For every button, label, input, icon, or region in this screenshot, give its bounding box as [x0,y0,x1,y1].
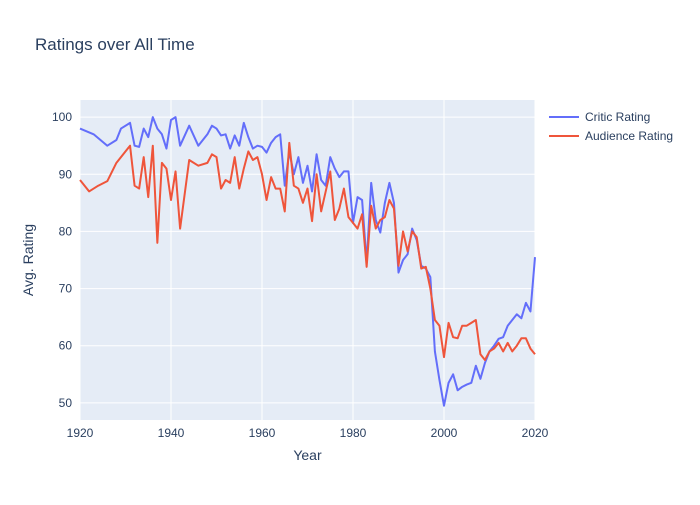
legend-label: Critic Rating [585,110,650,124]
audience-rating-line [79,141,536,361]
x-tick-label: 1960 [249,426,276,440]
legend[interactable]: Critic Rating Audience Rating [549,110,673,143]
x-tick-label: 2000 [431,426,458,440]
y-tick-label: 50 [59,396,73,410]
y-axis-ticks: 50 60 70 80 90 100 [52,110,72,410]
x-tick-label: 1920 [67,426,94,440]
legend-item-audience-rating[interactable]: Audience Rating [549,129,673,143]
grid-lines [79,100,536,420]
y-tick-label: 70 [59,282,73,296]
y-tick-label: 80 [59,224,73,238]
x-axis-ticks: 1920 1940 1960 1980 2000 2020 [67,426,549,440]
x-tick-label: 1940 [158,426,185,440]
y-tick-label: 60 [59,339,73,353]
legend-item-critic-rating[interactable]: Critic Rating [549,110,650,124]
y-axis-title: Avg. Rating [20,224,36,296]
series-lines [79,116,536,407]
y-tick-label: 100 [52,110,72,124]
legend-label: Audience Rating [585,129,673,143]
chart-title: Ratings over All Time [35,35,195,54]
y-tick-label: 90 [59,167,73,181]
critic-rating-line [79,116,536,407]
x-tick-label: 1980 [340,426,367,440]
x-tick-label: 2020 [522,426,549,440]
plot-area [80,100,535,420]
x-axis-title: Year [293,447,322,463]
